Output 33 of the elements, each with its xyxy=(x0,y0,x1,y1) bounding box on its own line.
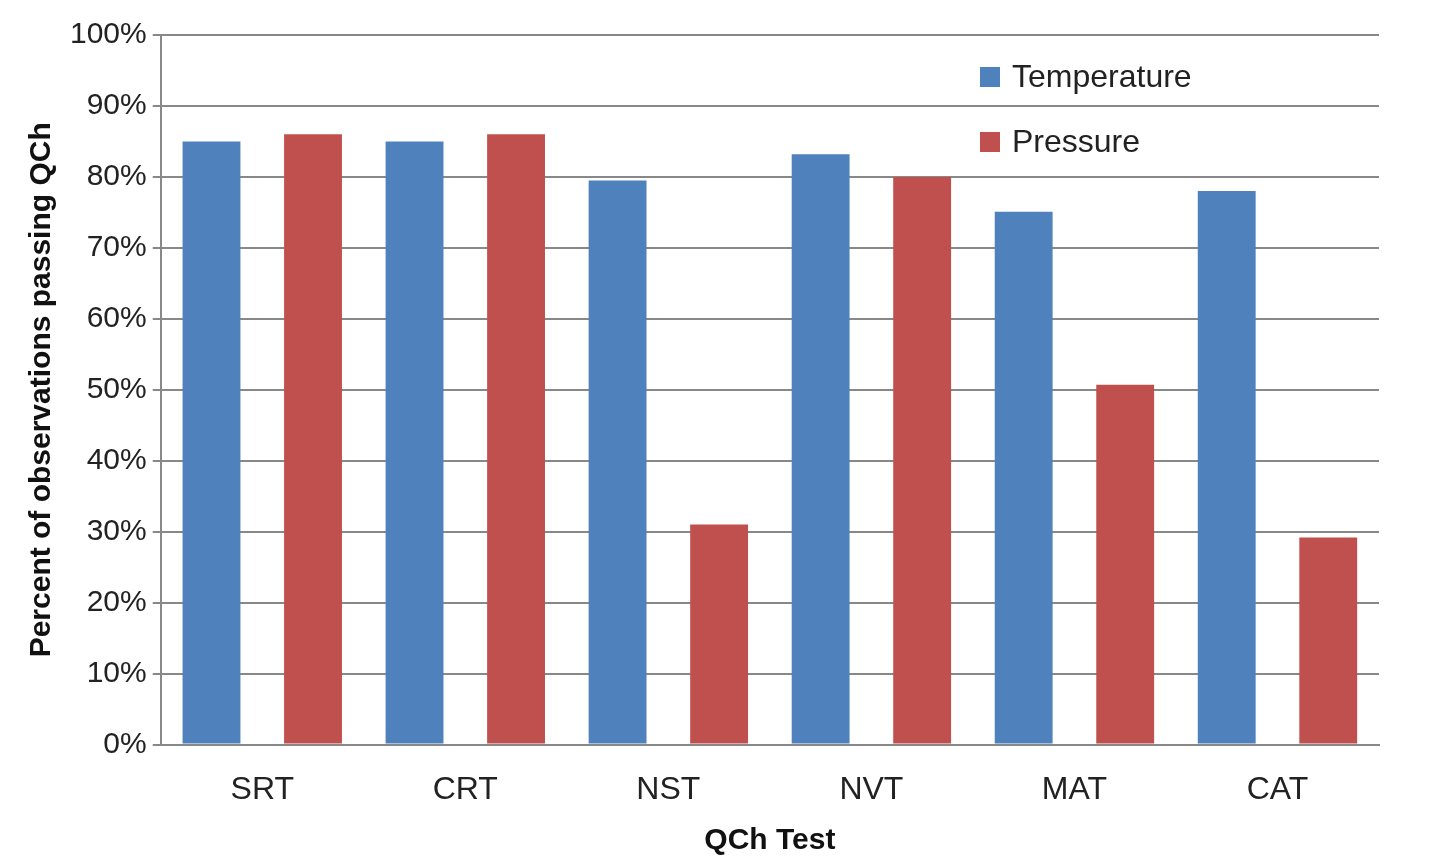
x-tick-label: MAT xyxy=(1041,769,1108,806)
bar xyxy=(385,141,444,744)
x-tick-label: CAT xyxy=(1246,769,1309,806)
x-tick-label: NST xyxy=(636,769,701,806)
bar xyxy=(284,134,342,744)
y-tick-label: 80% xyxy=(86,158,147,192)
y-axis-title: Percent of observations passing QCh xyxy=(23,122,57,658)
bar xyxy=(487,134,545,744)
x-tick-label: SRT xyxy=(230,769,294,806)
x-axis-title: QCh Test xyxy=(704,822,836,856)
x-tick-label: NVT xyxy=(839,769,904,806)
bar xyxy=(690,524,749,744)
y-tick-label: 70% xyxy=(86,229,147,263)
y-tick-label: 30% xyxy=(86,512,147,546)
y-tick-label: 100% xyxy=(69,16,147,50)
y-tick-label: 10% xyxy=(86,654,147,688)
y-tick-label: 20% xyxy=(86,583,147,617)
bar xyxy=(1197,191,1256,744)
bar xyxy=(994,211,1053,744)
legend-label: Pressure xyxy=(1012,123,1141,160)
y-tick-label: 0% xyxy=(103,725,147,759)
bar xyxy=(1096,384,1155,744)
bar xyxy=(893,176,952,744)
y-tick-label: 40% xyxy=(86,442,147,476)
bar xyxy=(182,141,241,744)
bar xyxy=(791,154,850,744)
x-tick-label: CRT xyxy=(432,769,498,806)
y-tick-label: 50% xyxy=(86,371,147,405)
legend-label: Temperature xyxy=(1012,58,1192,95)
y-tick-label: 90% xyxy=(86,87,147,121)
y-tick-label: 60% xyxy=(86,300,147,334)
bar xyxy=(1299,537,1358,744)
bar xyxy=(588,180,647,744)
